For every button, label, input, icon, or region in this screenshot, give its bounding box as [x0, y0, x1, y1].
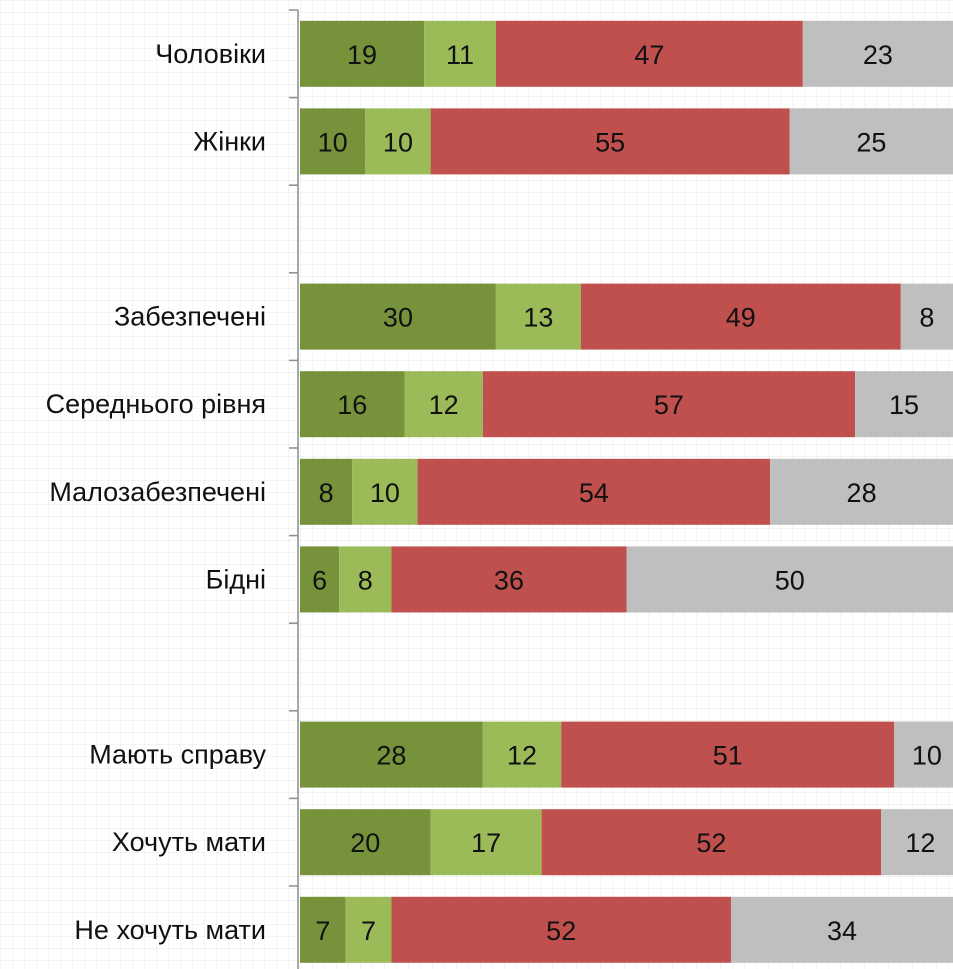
bars-layer: 19 11 47 23 10 10 55 25 30 13 49 8 16 12 57 15 8 10 54 28 6 8… [300, 20, 953, 963]
data-label-мають-справу-s2: 12 [507, 741, 537, 771]
data-label-забезпечені-s3: 49 [726, 303, 756, 333]
data-label-малозабезпечені-s1: 8 [319, 478, 334, 508]
data-label-забезпечені-s1: 30 [383, 303, 413, 333]
bar-segment-бідні-s1 [300, 546, 340, 613]
bar-segment-середнього-рівня-s1 [300, 371, 405, 438]
bar-segment-жінки-s2 [365, 108, 431, 175]
data-label-жінки-s1: 10 [318, 127, 348, 157]
data-label-жінки-s4: 25 [856, 127, 886, 157]
bar-segment-бідні-s4 [626, 546, 953, 613]
bar-segment-не-хочуть-мати-s3 [391, 896, 731, 963]
bar-segment-малозабезпечені-s2 [352, 458, 418, 525]
bar-segment-хочуть-мати-s1 [300, 809, 431, 876]
data-label-не-хочуть-мати-s1: 7 [315, 916, 330, 946]
bar-segment-не-хочуть-мати-s1 [300, 896, 346, 963]
category-label-забезпечені: Забезпечені [114, 302, 266, 332]
data-label-забезпечені-s4: 8 [919, 303, 934, 333]
data-label-середнього-рівня-s4: 15 [889, 390, 919, 420]
category-label-чоловіки: Чоловіки [155, 39, 266, 69]
data-label-хочуть-мати-s1: 20 [350, 828, 380, 858]
bar-segment-бідні-s2 [339, 546, 392, 613]
bar-segment-не-хочуть-мати-s2 [345, 896, 392, 963]
bar-segment-середнього-рівня-s2 [404, 371, 483, 438]
data-label-бідні-s1: 6 [312, 565, 327, 595]
data-label-жінки-s3: 55 [595, 127, 625, 157]
bar-segment-мають-справу-s4 [894, 721, 953, 788]
data-label-чоловіки-s1: 19 [347, 40, 377, 70]
bar-segment-хочуть-мати-s4 [881, 809, 953, 876]
category-label-середнього-рівня: Середнього рівня [46, 389, 266, 419]
data-label-середнього-рівня-s2: 12 [429, 390, 459, 420]
data-label-бідні-s2: 8 [358, 565, 373, 595]
data-label-середнього-рівня-s1: 16 [337, 390, 367, 420]
bar-segment-хочуть-мати-s2 [430, 809, 542, 876]
bar-segment-середнього-рівня-s3 [482, 371, 856, 438]
category-label-жінки: Жінки [193, 126, 266, 156]
bar-segment-чоловіки-s1 [300, 20, 425, 87]
bar-segment-забезпечені-s2 [495, 283, 581, 350]
bar-segment-бідні-s3 [391, 546, 627, 613]
bar-segment-жінки-s1 [300, 108, 366, 175]
bar-segment-забезпечені-s3 [580, 283, 901, 350]
bar-segment-забезпечені-s1 [300, 283, 496, 350]
data-label-чоловіки-s4: 23 [863, 40, 893, 70]
data-label-хочуть-мати-s4: 12 [905, 828, 935, 858]
data-label-бідні-s3: 36 [494, 565, 524, 595]
data-label-малозабезпечені-s3: 54 [579, 478, 609, 508]
bar-segment-жінки-s3 [430, 108, 790, 175]
category-label-не-хочуть-мати: Не хочуть мати [74, 915, 266, 945]
bar-segment-чоловіки-s3 [495, 20, 803, 87]
bar-segment-малозабезпечені-s3 [417, 458, 771, 525]
bar-segment-малозабезпечені-s1 [300, 458, 353, 525]
bar-segment-хочуть-мати-s3 [541, 809, 882, 876]
data-label-жінки-s2: 10 [383, 127, 413, 157]
data-label-чоловіки-s2: 11 [446, 40, 474, 70]
data-label-хочуть-мати-s3: 52 [696, 828, 726, 858]
bar-segment-середнього-рівня-s4 [855, 371, 953, 438]
category-labels: Чоловіки Жінки Забезпечені Середнього рівня… [46, 39, 267, 945]
bar-segment-мають-справу-s1 [300, 721, 483, 788]
data-label-не-хочуть-мати-s2: 7 [361, 916, 376, 946]
bar-segment-мають-справу-s2 [482, 721, 562, 788]
bar-segment-чоловіки-s4 [802, 20, 953, 87]
data-label-мають-справу-s1: 28 [376, 741, 406, 771]
data-label-забезпечені-s2: 13 [523, 303, 553, 333]
bar-segment-малозабезпечені-s4 [770, 458, 953, 525]
bar-segment-мають-справу-s3 [561, 721, 895, 788]
category-label-бідні: Бідні [206, 564, 266, 594]
bar-segment-чоловіки-s2 [424, 20, 496, 87]
category-label-малозабезпечені: Малозабезпечені [49, 477, 266, 507]
data-label-мають-справу-s3: 51 [713, 741, 743, 771]
category-axis [289, 9, 299, 969]
data-label-середнього-рівня-s3: 57 [654, 390, 684, 420]
data-label-не-хочуть-мати-s3: 52 [546, 916, 576, 946]
data-label-хочуть-мати-s2: 17 [471, 828, 501, 858]
bar-segment-не-хочуть-мати-s4 [730, 896, 953, 963]
data-label-чоловіки-s3: 47 [634, 40, 664, 70]
data-label-не-хочуть-мати-s4: 34 [827, 916, 857, 946]
data-label-бідні-s4: 50 [775, 565, 805, 595]
category-label-хочуть-мати: Хочуть мати [112, 827, 266, 857]
data-label-мають-справу-s4: 10 [912, 741, 942, 771]
data-label-малозабезпечені-s4: 28 [847, 478, 877, 508]
data-label-малозабезпечені-s2: 10 [370, 478, 400, 508]
bar-segment-забезпечені-s4 [900, 283, 953, 350]
category-label-мають-справу: Мають справу [89, 740, 266, 770]
bar-segment-жінки-s4 [789, 108, 953, 175]
